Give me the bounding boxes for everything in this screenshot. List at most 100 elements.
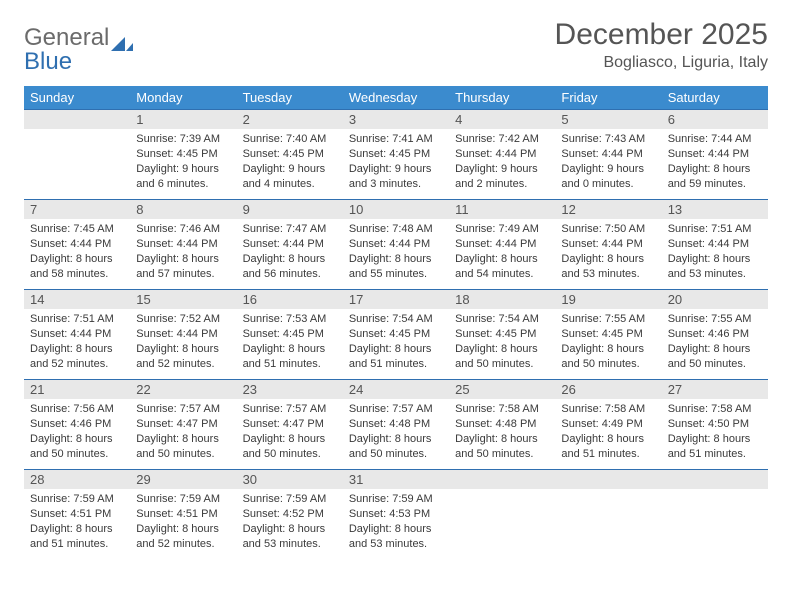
calendar-day-cell: . <box>662 470 768 562</box>
daylight-text: Daylight: 8 hours and 51 minutes. <box>30 522 124 552</box>
calendar-table: SundayMondayTuesdayWednesdayThursdayFrid… <box>24 86 768 562</box>
sunset-text: Sunset: 4:44 PM <box>136 327 230 342</box>
day-number: 19 <box>555 290 661 309</box>
day-number: 31 <box>343 470 449 489</box>
calendar-day-cell: 24Sunrise: 7:57 AMSunset: 4:48 PMDayligh… <box>343 380 449 470</box>
day-number: 2 <box>237 110 343 129</box>
daylight-text: Daylight: 8 hours and 51 minutes. <box>349 342 443 372</box>
sunset-text: Sunset: 4:51 PM <box>30 507 124 522</box>
day-number: 1 <box>130 110 236 129</box>
weekday-header: Monday <box>130 86 236 110</box>
daylight-text: Daylight: 8 hours and 50 minutes. <box>668 342 762 372</box>
logo-sail-icon <box>111 30 133 46</box>
day-number: 13 <box>662 200 768 219</box>
calendar-day-cell: 18Sunrise: 7:54 AMSunset: 4:45 PMDayligh… <box>449 290 555 380</box>
day-number: 26 <box>555 380 661 399</box>
calendar-day-cell: 15Sunrise: 7:52 AMSunset: 4:44 PMDayligh… <box>130 290 236 380</box>
day-number: 3 <box>343 110 449 129</box>
calendar-day-cell: 25Sunrise: 7:58 AMSunset: 4:48 PMDayligh… <box>449 380 555 470</box>
daylight-text: Daylight: 8 hours and 58 minutes. <box>30 252 124 282</box>
sunrise-text: Sunrise: 7:54 AM <box>349 312 443 327</box>
day-details: Sunrise: 7:49 AMSunset: 4:44 PMDaylight:… <box>449 219 555 287</box>
weekday-header: Tuesday <box>237 86 343 110</box>
sunrise-text: Sunrise: 7:55 AM <box>561 312 655 327</box>
day-details: Sunrise: 7:39 AMSunset: 4:45 PMDaylight:… <box>130 129 236 197</box>
logo-text-blue: Blue <box>24 48 72 76</box>
sunset-text: Sunset: 4:44 PM <box>668 237 762 252</box>
daylight-text: Daylight: 8 hours and 50 minutes. <box>136 432 230 462</box>
daylight-text: Daylight: 8 hours and 59 minutes. <box>668 162 762 192</box>
daylight-text: Daylight: 9 hours and 2 minutes. <box>455 162 549 192</box>
calendar-day-cell: 16Sunrise: 7:53 AMSunset: 4:45 PMDayligh… <box>237 290 343 380</box>
sunset-text: Sunset: 4:44 PM <box>455 237 549 252</box>
sunset-text: Sunset: 4:44 PM <box>561 147 655 162</box>
day-number: 24 <box>343 380 449 399</box>
calendar-day-cell: . <box>449 470 555 562</box>
day-details: Sunrise: 7:48 AMSunset: 4:44 PMDaylight:… <box>343 219 449 287</box>
sunset-text: Sunset: 4:45 PM <box>349 147 443 162</box>
sunrise-text: Sunrise: 7:49 AM <box>455 222 549 237</box>
day-number: 23 <box>237 380 343 399</box>
day-details: Sunrise: 7:55 AMSunset: 4:46 PMDaylight:… <box>662 309 768 377</box>
sunset-text: Sunset: 4:44 PM <box>30 327 124 342</box>
weekday-header: Friday <box>555 86 661 110</box>
calendar-day-cell: 7Sunrise: 7:45 AMSunset: 4:44 PMDaylight… <box>24 200 130 290</box>
sunset-text: Sunset: 4:44 PM <box>30 237 124 252</box>
calendar-body: .1Sunrise: 7:39 AMSunset: 4:45 PMDayligh… <box>24 110 768 562</box>
day-number: 25 <box>449 380 555 399</box>
sunset-text: Sunset: 4:44 PM <box>349 237 443 252</box>
day-details: Sunrise: 7:58 AMSunset: 4:48 PMDaylight:… <box>449 399 555 467</box>
location-subtitle: Bogliasco, Liguria, Italy <box>555 54 768 72</box>
calendar-day-cell: 17Sunrise: 7:54 AMSunset: 4:45 PMDayligh… <box>343 290 449 380</box>
day-number: 8 <box>130 200 236 219</box>
daylight-text: Daylight: 8 hours and 52 minutes. <box>30 342 124 372</box>
calendar-day-cell: 2Sunrise: 7:40 AMSunset: 4:45 PMDaylight… <box>237 110 343 200</box>
day-details: Sunrise: 7:53 AMSunset: 4:45 PMDaylight:… <box>237 309 343 377</box>
day-details: Sunrise: 7:54 AMSunset: 4:45 PMDaylight:… <box>449 309 555 377</box>
calendar-day-cell: 10Sunrise: 7:48 AMSunset: 4:44 PMDayligh… <box>343 200 449 290</box>
sunset-text: Sunset: 4:44 PM <box>243 237 337 252</box>
day-number: 6 <box>662 110 768 129</box>
daylight-text: Daylight: 8 hours and 56 minutes. <box>243 252 337 282</box>
daylight-text: Daylight: 8 hours and 52 minutes. <box>136 342 230 372</box>
sunset-text: Sunset: 4:52 PM <box>243 507 337 522</box>
header: General December 2025 Bogliasco, Liguria… <box>24 18 768 72</box>
calendar-day-cell: 3 Sunrise: 7:41 AMSunset: 4:45 PMDaylight… <box>343 110 449 200</box>
sunrise-text: Sunrise: 7:54 AM <box>455 312 549 327</box>
day-details: Sunrise: 7:43 AMSunset: 4:44 PMDaylight:… <box>555 129 661 197</box>
sunrise-text: Sunrise: 7:39 AM <box>136 132 230 147</box>
sunset-text: Sunset: 4:47 PM <box>136 417 230 432</box>
sunset-text: Sunset: 4:47 PM <box>243 417 337 432</box>
sunset-text: Sunset: 4:48 PM <box>349 417 443 432</box>
sunset-text: Sunset: 4:45 PM <box>561 327 655 342</box>
sunrise-text: Sunrise: 7:47 AM <box>243 222 337 237</box>
day-details: Sunrise: 7:47 AMSunset: 4:44 PMDaylight:… <box>237 219 343 287</box>
day-number: 10 <box>343 200 449 219</box>
sunset-text: Sunset: 4:44 PM <box>561 237 655 252</box>
daylight-text: Daylight: 8 hours and 50 minutes. <box>455 432 549 462</box>
calendar-day-cell: 9Sunrise: 7:47 AMSunset: 4:44 PMDaylight… <box>237 200 343 290</box>
day-details: Sunrise: 7:57 AMSunset: 4:47 PMDaylight:… <box>130 399 236 467</box>
daylight-text: Daylight: 9 hours and 6 minutes. <box>136 162 230 192</box>
day-details: Sunrise: 7:50 AMSunset: 4:44 PMDaylight:… <box>555 219 661 287</box>
calendar-day-cell: 21Sunrise: 7:56 AMSunset: 4:46 PMDayligh… <box>24 380 130 470</box>
day-number: 18 <box>449 290 555 309</box>
daylight-text: Daylight: 8 hours and 50 minutes. <box>561 342 655 372</box>
day-number: 7 <box>24 200 130 219</box>
day-details: Sunrise: 7:58 AMSunset: 4:49 PMDaylight:… <box>555 399 661 467</box>
daylight-text: Daylight: 8 hours and 57 minutes. <box>136 252 230 282</box>
daylight-text: Daylight: 8 hours and 51 minutes. <box>243 342 337 372</box>
sunrise-text: Sunrise: 7:41 AM <box>349 132 443 147</box>
daylight-text: Daylight: 9 hours and 3 minutes. <box>349 162 443 192</box>
day-number: 5 <box>555 110 661 129</box>
weekday-header: Sunday <box>24 86 130 110</box>
day-details: Sunrise: 7:44 AMSunset: 4:44 PMDaylight:… <box>662 129 768 197</box>
calendar-week-row: 7Sunrise: 7:45 AMSunset: 4:44 PMDaylight… <box>24 200 768 290</box>
calendar-day-cell: 13Sunrise: 7:51 AMSunset: 4:44 PMDayligh… <box>662 200 768 290</box>
sunset-text: Sunset: 4:44 PM <box>136 237 230 252</box>
calendar-day-cell: 1Sunrise: 7:39 AMSunset: 4:45 PMDaylight… <box>130 110 236 200</box>
calendar-day-cell: 26Sunrise: 7:58 AMSunset: 4:49 PMDayligh… <box>555 380 661 470</box>
day-number: 14 <box>24 290 130 309</box>
calendar-header-row: SundayMondayTuesdayWednesdayThursdayFrid… <box>24 86 768 110</box>
sunset-text: Sunset: 4:53 PM <box>349 507 443 522</box>
